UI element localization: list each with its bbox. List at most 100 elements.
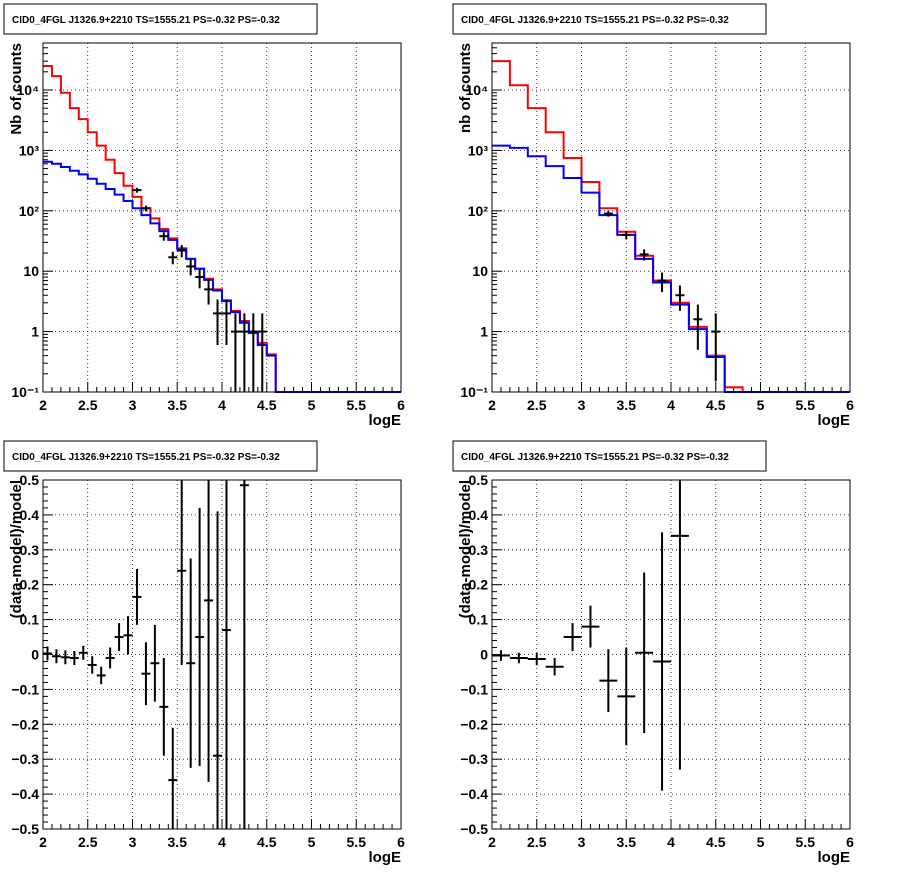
y-axis-title: Nb of counts (8, 43, 25, 135)
x-tick-label: 4 (667, 834, 675, 850)
data-point (60, 650, 70, 665)
data-point (213, 299, 222, 345)
y-tick-label: −0.1 (460, 681, 488, 697)
y-tick-label: 0.4 (469, 507, 489, 523)
data-point (239, 313, 249, 392)
x-tick-label: 2 (39, 834, 47, 850)
x-tick-label: 5.5 (796, 397, 816, 413)
data-point (603, 210, 613, 217)
y-tick-label: 10 (472, 263, 488, 279)
plot-frame (491, 42, 851, 393)
panel-bottom-left: 2 2.5 3 3.5 4 4.5 5 5.5 6 −0.5 −0.4 −0.3 −0.2 −0.1 0 0.… (3, 440, 405, 866)
data-point (239, 480, 249, 829)
panel-bottom-right: 2 2.5 3 3.5 4 4.5 5 5.5 6 −0.5 −0.4 −0.3 −0.2 −0.1 0 0.… (452, 440, 854, 866)
x-tick-label: 2 (488, 397, 496, 413)
y-tick-label: 0.1 (469, 612, 489, 628)
x-tick-label: 3.5 (617, 397, 637, 413)
data-point (105, 647, 115, 669)
data-point (635, 572, 654, 734)
x-tick-label: 4 (667, 397, 675, 413)
y-tick-label: −0.4 (11, 786, 39, 802)
x-tick-label: 4.5 (257, 834, 277, 850)
chart-title: CID0_4FGL J1326.9+2210 TS=1555.21 PS=-0.… (461, 15, 729, 26)
y-tick-label: −0.3 (460, 751, 488, 767)
plot-frame (491, 479, 851, 830)
y-tick-label: 10² (468, 203, 489, 219)
y-tick-label: 0.5 (469, 472, 489, 488)
y-tick-label: 0.2 (20, 577, 40, 593)
x-tick-label: 5 (308, 834, 316, 850)
x-tick-label: 5 (757, 834, 765, 850)
x-tick-label: 2.5 (527, 397, 547, 413)
x-axis-title: logE (818, 849, 851, 866)
y-tick-label: 10³ (19, 142, 40, 158)
data-point (150, 624, 160, 702)
x-tick-label: 4.5 (706, 397, 726, 413)
data-point (78, 645, 88, 660)
x-tick-label: 2.5 (78, 397, 98, 413)
data-point (671, 480, 689, 770)
y-tick-label: 0.3 (20, 542, 40, 558)
x-axis-title: logE (369, 849, 402, 866)
y-tick-label: 10⁻¹ (460, 384, 488, 400)
data-point (177, 245, 187, 258)
data-point (563, 623, 582, 652)
data-point (195, 269, 205, 289)
data-point (132, 568, 142, 625)
y-tick-label: 1 (31, 324, 39, 340)
title-box (452, 3, 767, 35)
y-tick-label: 0.3 (469, 542, 489, 558)
y-tick-label: −0.3 (11, 751, 39, 767)
x-tick-label: 5 (308, 397, 316, 413)
data-point (159, 657, 169, 756)
chart-title: CID0_4FGL J1326.9+2210 TS=1555.21 PS=-0.… (12, 452, 280, 463)
title-box (3, 440, 318, 472)
x-tick-label: 4 (218, 834, 226, 850)
data-point (527, 652, 546, 666)
y-axis-title: (data-model)/model (8, 480, 25, 618)
plot-frame (42, 479, 402, 830)
data-point (141, 642, 151, 706)
data-point (639, 249, 649, 261)
data-point (581, 605, 600, 648)
x-tick-label: 5.5 (347, 397, 367, 413)
data-point (257, 313, 267, 392)
data-point (693, 304, 703, 350)
y-tick-label: 10 (23, 263, 39, 279)
data-point (653, 532, 671, 791)
data-point (222, 480, 231, 829)
data-point (657, 272, 667, 293)
y-tick-label: 0.5 (20, 472, 40, 488)
y-tick-label: −0.5 (460, 821, 488, 837)
y-tick-label: −0.2 (11, 716, 39, 732)
x-tick-label: 2 (488, 834, 496, 850)
x-tick-label: 3.5 (168, 834, 188, 850)
title-box (3, 3, 318, 35)
data-point (177, 480, 187, 665)
data-point (230, 313, 240, 392)
panel-top-left: 2 2.5 3 3.5 4 4.5 5 5.5 6 10⁻¹ 1 10 10² 10³ 10⁴ logE Nb … (3, 3, 405, 429)
data-point (195, 507, 205, 767)
x-tick-label: 3 (129, 397, 137, 413)
y-tick-label: 0 (480, 647, 488, 663)
x-tick-label: 6 (397, 834, 405, 850)
y-tick-label: 10⁴ (466, 82, 489, 98)
data-point (141, 205, 151, 212)
data-point (248, 313, 258, 392)
x-tick-label: 2.5 (527, 834, 547, 850)
series-line (43, 160, 401, 393)
data-point (168, 251, 178, 265)
y-tick-label: 1 (480, 324, 488, 340)
x-tick-label: 5.5 (347, 834, 367, 850)
data-point (186, 558, 196, 768)
data-point (204, 480, 214, 782)
data-point (51, 649, 61, 664)
data-point (43, 646, 52, 661)
data-point (545, 657, 564, 676)
data-point (621, 231, 631, 240)
data-point (509, 652, 528, 664)
y-tick-label: 0.1 (20, 612, 40, 628)
data-point (69, 651, 79, 665)
title-box (452, 440, 767, 472)
